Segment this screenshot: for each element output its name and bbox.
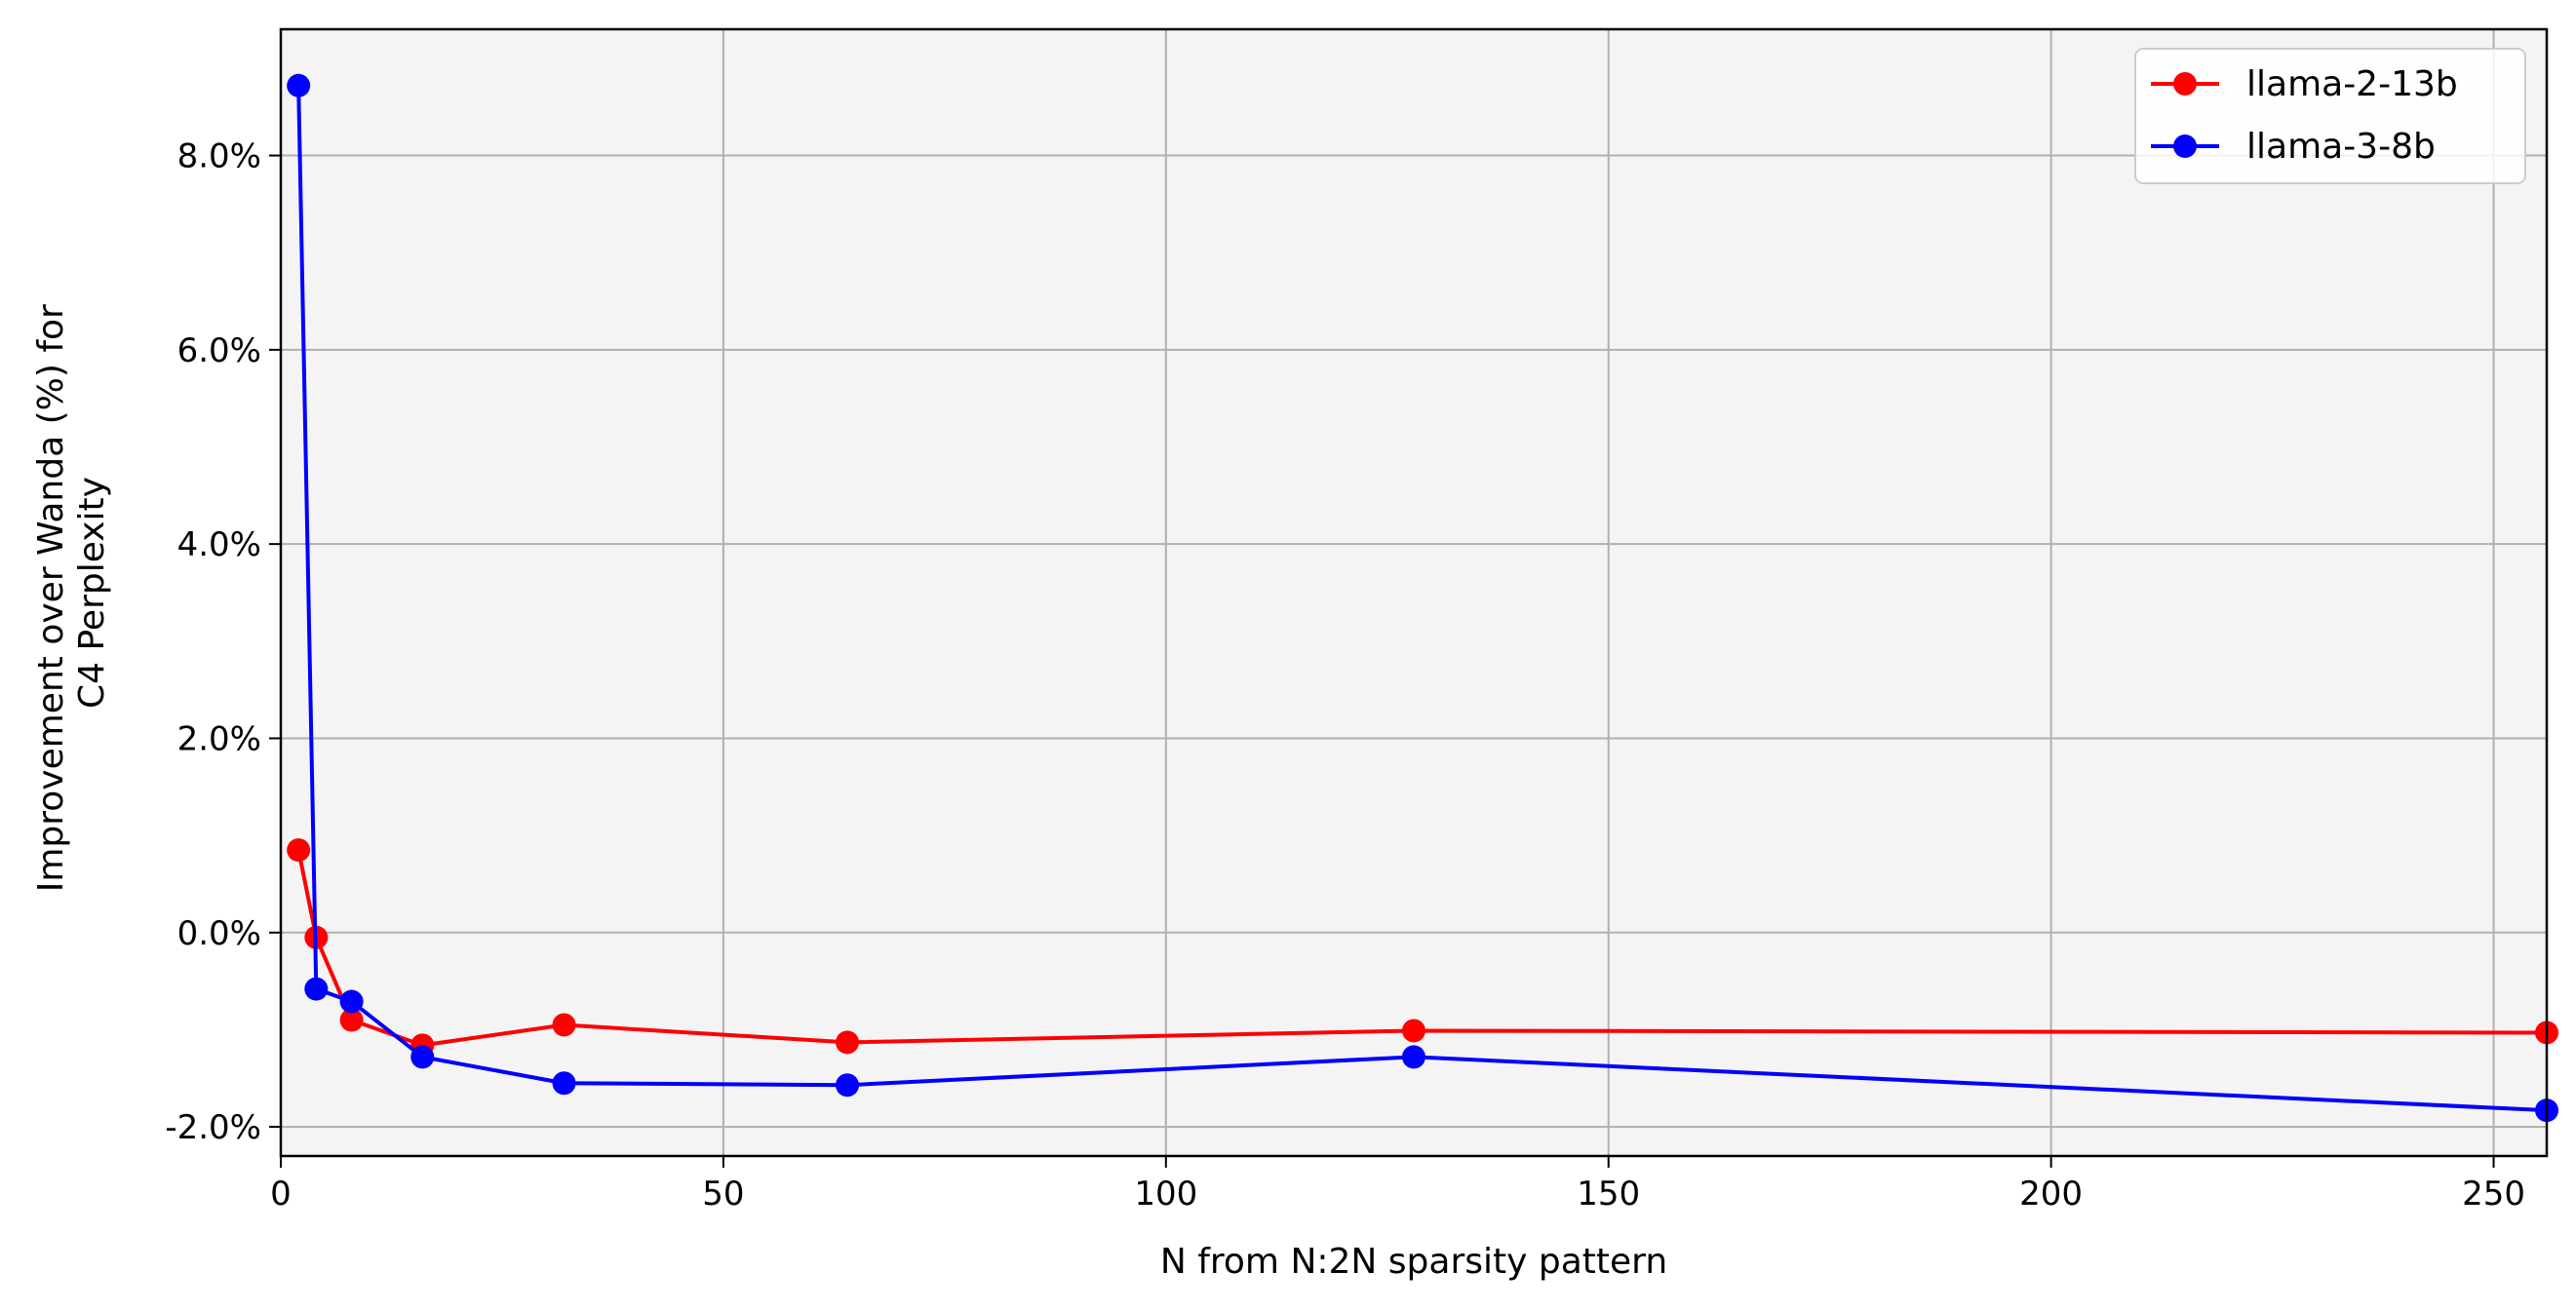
- data-point-llama-3-8b: [410, 1045, 435, 1069]
- data-point-llama-2-13b: [836, 1030, 859, 1055]
- series-line-llama-2-13b: [296, 849, 2548, 1048]
- y-axis: -2.0% 0.0% 2.0% 4.0% 6.0% 8.0%: [165, 137, 281, 1147]
- y-tick-label: -2.0%: [165, 1108, 261, 1147]
- data-point-llama-3-8b: [1402, 1045, 1425, 1069]
- x-tick-label: 150: [1577, 1175, 1640, 1214]
- legend-label-llama-2-13b: llama-2-13b: [2246, 64, 2458, 104]
- y-axis-title: Improvement over Wanda (%) for C4 Perple…: [31, 293, 112, 893]
- x-tick-label: 200: [2019, 1175, 2083, 1214]
- y-tick-label: 6.0%: [177, 331, 261, 370]
- grid-lines: [280, 29, 2547, 1156]
- data-point-llama-2-13b: [339, 1008, 364, 1032]
- y-tick-label: 4.0%: [177, 525, 261, 564]
- data-point-llama-3-8b: [304, 977, 329, 1001]
- y-axis-title-line-2: C4 Perplexity: [72, 477, 112, 709]
- x-tick-label: 0: [270, 1175, 292, 1214]
- data-point-llama-2-13b: [1402, 1019, 1425, 1043]
- data-point-llama-3-8b: [552, 1071, 576, 1096]
- legend-box: [2134, 48, 2526, 184]
- legend-label-llama-3-8b: llama-3-8b: [2246, 127, 2436, 167]
- plot-frame: [279, 27, 2549, 1158]
- x-tick-label: 100: [1134, 1175, 1197, 1214]
- x-axis-title: N from N:2N sparsity pattern: [1160, 1242, 1667, 1282]
- series-layer: [287, 73, 2558, 1123]
- x-tick-label: 50: [702, 1175, 744, 1214]
- legend-marker-llama-3-8b: [2173, 135, 2197, 158]
- y-tick-label: 8.0%: [177, 137, 261, 176]
- plot-area: [281, 29, 2547, 1156]
- legend: llama-2-13b llama-3-8b: [2134, 48, 2526, 184]
- y-tick-label: 0.0%: [177, 914, 261, 953]
- data-point-llama-3-8b: [836, 1073, 859, 1098]
- x-tick-label: 250: [2462, 1175, 2525, 1214]
- y-tick-label: 2.0%: [177, 719, 261, 758]
- data-point-llama-2-13b: [287, 838, 311, 863]
- data-point-llama-3-8b: [287, 73, 311, 97]
- x-axis: 0 50 100 150 200 250: [270, 1156, 2525, 1214]
- legend-marker-llama-2-13b: [2173, 72, 2197, 96]
- data-point-llama-2-13b: [552, 1013, 576, 1037]
- y-axis-title-line-1: Improvement over Wanda (%) for: [31, 304, 71, 892]
- data-point-llama-3-8b: [339, 989, 364, 1014]
